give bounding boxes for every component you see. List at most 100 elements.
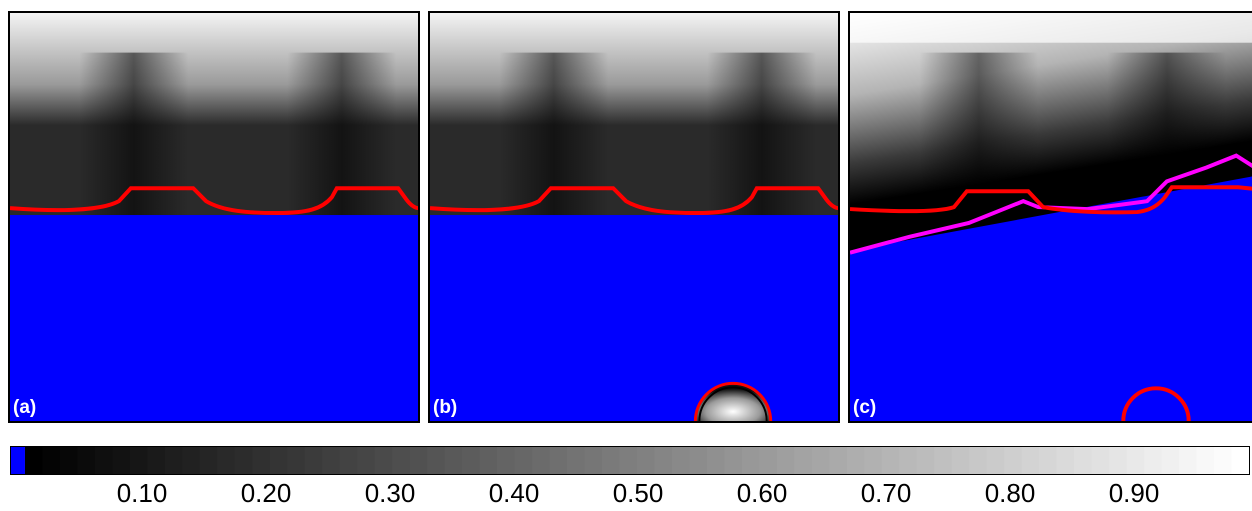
colorbar-step	[374, 447, 393, 474]
colorbar-step	[269, 447, 288, 474]
colorbar-tick-label: 0.40	[488, 478, 540, 508]
panel-a-image	[10, 13, 418, 421]
colorbar-step	[1056, 447, 1075, 474]
colorbar-step	[1039, 447, 1058, 474]
colorbar-step	[741, 447, 760, 474]
colorbar-step	[1021, 447, 1040, 474]
colorbar-step	[899, 447, 918, 474]
panel-b-image	[430, 13, 838, 421]
colorbar-step	[1126, 447, 1145, 474]
colorbar-scale	[11, 447, 1249, 474]
contour-line	[430, 186, 838, 216]
colorbar-step	[811, 447, 830, 474]
colorbar-step	[234, 447, 253, 474]
colorbar-step	[986, 447, 1005, 474]
colorbar-step	[951, 447, 970, 474]
colorbar-step	[182, 447, 201, 474]
blue-region	[850, 176, 1252, 421]
colorbar-step	[112, 447, 131, 474]
blue-region	[10, 215, 418, 421]
colorbar-step	[549, 447, 568, 474]
blue-region	[430, 215, 838, 421]
colorbar-step	[916, 447, 935, 474]
colorbar-step	[532, 447, 551, 474]
dark-band	[919, 52, 1039, 241]
panel-a: (a)	[8, 11, 420, 423]
colorbar-step	[357, 447, 376, 474]
colorbar-step	[567, 447, 586, 474]
contour-line-secondary	[850, 153, 1252, 255]
contour-line	[10, 186, 418, 216]
colorbar-step	[584, 447, 603, 474]
colorbar-step	[1144, 447, 1163, 474]
colorbar-step	[1196, 447, 1215, 474]
colorbar-step	[969, 447, 988, 474]
panel-c-image	[850, 13, 1252, 421]
colorbar-step	[881, 447, 900, 474]
colorbar-tick-label: 0.50	[612, 478, 664, 508]
colorbar-low-cell	[11, 447, 25, 474]
dark-band	[499, 52, 609, 221]
colorbar-step	[42, 447, 61, 474]
colorbar-tick-label: 0.70	[860, 478, 912, 508]
colorbar-step	[462, 447, 481, 474]
colorbar-step	[934, 447, 953, 474]
colorbar-step	[1179, 447, 1198, 474]
colorbar-step	[1109, 447, 1128, 474]
colorbar-step	[829, 447, 848, 474]
panel-b: (b)	[428, 11, 840, 423]
colorbar-step	[514, 447, 533, 474]
colorbar-step	[409, 447, 428, 474]
colorbar-step	[1004, 447, 1023, 474]
colorbar-step	[1074, 447, 1093, 474]
colorbar-step	[759, 447, 778, 474]
colorbar-step	[444, 447, 463, 474]
colorbar-step	[1214, 447, 1233, 474]
colorbar-step	[427, 447, 446, 474]
colorbar-tick-label: 0.30	[364, 478, 416, 508]
colorbar	[10, 446, 1250, 475]
colorbar-step	[706, 447, 726, 474]
colorbar-tick-label: 0.80	[984, 478, 1036, 508]
panel-c: (c)	[848, 11, 1252, 423]
colorbar-step	[77, 447, 96, 474]
bubble-contour	[1121, 386, 1191, 421]
colorbar-step	[1091, 447, 1110, 474]
dark-band	[707, 52, 817, 221]
colorbar-step	[217, 447, 236, 474]
colorbar-step	[147, 447, 166, 474]
colorbar-step	[287, 447, 306, 474]
panel-label: (b)	[433, 397, 458, 418]
colorbar-step	[846, 447, 865, 474]
colorbar-step	[164, 447, 183, 474]
colorbar-step	[304, 447, 323, 474]
colorbar-step	[654, 447, 673, 474]
bubble-edge	[698, 386, 768, 421]
colorbar-step	[864, 447, 883, 474]
colorbar-step	[252, 447, 271, 474]
colorbar-step	[636, 447, 656, 474]
colorbar-step	[1161, 447, 1180, 474]
colorbar-step	[129, 447, 148, 474]
colorbar-step	[689, 447, 708, 474]
contour-line	[850, 185, 1252, 215]
panel-label: (a)	[13, 397, 37, 418]
colorbar-step	[671, 447, 691, 474]
colorbar-step	[794, 447, 813, 474]
dark-band	[287, 52, 397, 221]
colorbar-tick-label: 0.10	[116, 478, 168, 508]
dark-band	[79, 52, 189, 221]
bubble-contour	[693, 381, 773, 421]
colorbar-step	[322, 447, 341, 474]
colorbar-step	[776, 447, 795, 474]
colorbar-step	[339, 447, 358, 474]
colorbar-step	[479, 447, 498, 474]
colorbar-step	[199, 447, 218, 474]
colorbar-step	[602, 447, 621, 474]
colorbar-tick-label: 0.90	[1108, 478, 1160, 508]
colorbar-step	[94, 447, 114, 474]
colorbar-step	[59, 447, 79, 474]
colorbar-step	[1231, 447, 1249, 474]
panel-label: (c)	[853, 397, 877, 418]
top-fade	[850, 13, 1252, 43]
